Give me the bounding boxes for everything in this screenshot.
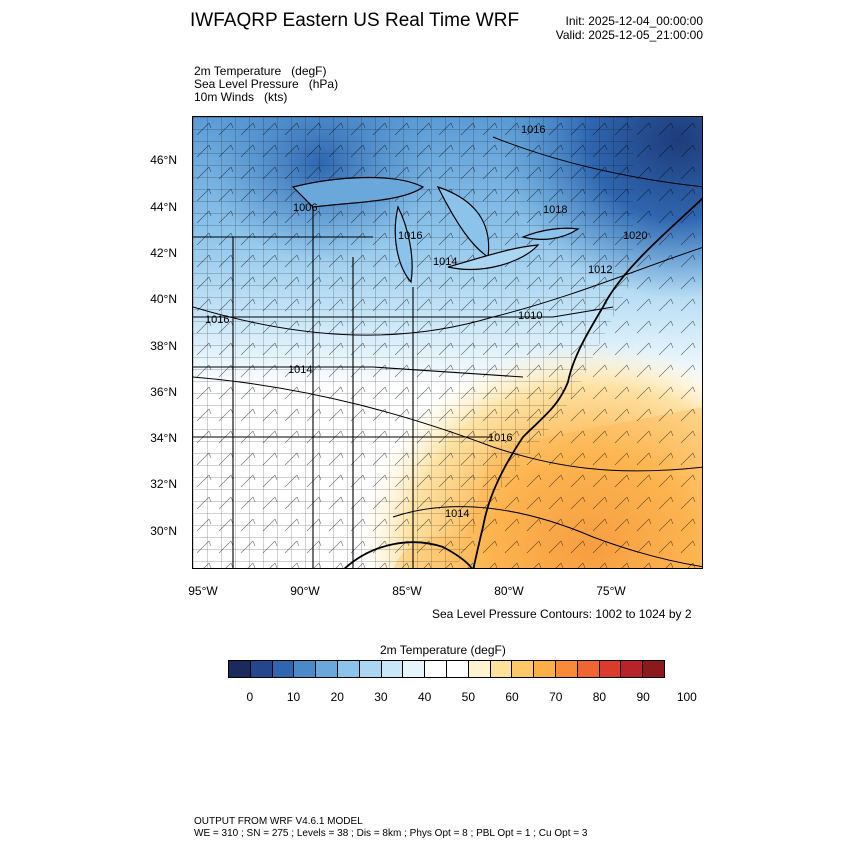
colorbar-label: 10 bbox=[286, 690, 301, 704]
colorbar-swatch bbox=[403, 661, 426, 677]
colorbar-swatch bbox=[512, 661, 535, 677]
colorbar-label: 20 bbox=[330, 690, 344, 704]
contour-note: Sea Level Pressure Contours: 1002 to 102… bbox=[432, 607, 692, 621]
pressure-label: 1014 bbox=[433, 256, 457, 268]
pressure-label: 1014 bbox=[288, 364, 312, 376]
colorbar-swatch bbox=[250, 661, 273, 677]
lat-label: 34°N bbox=[150, 431, 177, 445]
lat-label: 42°N bbox=[150, 246, 177, 260]
colorbar-label: 100 bbox=[676, 690, 697, 704]
colorbar-swatch bbox=[425, 661, 447, 677]
lat-label: 30°N bbox=[150, 524, 177, 538]
model-info-line1: OUTPUT FROM WRF V4.6.1 MODEL bbox=[194, 816, 363, 827]
colorbar-title: 2m Temperature (degF) bbox=[380, 643, 506, 657]
lon-label: 85°W bbox=[392, 584, 422, 598]
colorbar-swatch bbox=[599, 661, 622, 677]
colorbar-swatch bbox=[577, 661, 600, 677]
pressure-label: 1016 bbox=[488, 432, 512, 444]
weather-map: 1016 1006 1018 1016 1020 1014 1012 1010 … bbox=[192, 116, 703, 569]
colorbar-swatch bbox=[294, 661, 317, 677]
model-info-line2: WE = 310 ; SN = 275 ; Levels = 38 ; Dis … bbox=[194, 828, 588, 839]
colorbar-swatch bbox=[272, 661, 295, 677]
lon-label: 90°W bbox=[290, 584, 320, 598]
lat-label: 46°N bbox=[150, 153, 177, 167]
lat-label: 40°N bbox=[150, 292, 177, 306]
colorbar-swatch bbox=[643, 661, 664, 677]
pressure-label: 1016 bbox=[398, 230, 422, 242]
pressure-label: 1014 bbox=[445, 508, 469, 520]
pressure-label: 1016 bbox=[205, 314, 229, 326]
colorbar-label: 60 bbox=[505, 690, 519, 704]
colorbar-swatch bbox=[468, 661, 491, 677]
field-pressure: Sea Level Pressure (hPa) bbox=[194, 77, 339, 91]
lon-label: 95°W bbox=[188, 584, 218, 598]
pressure-label: 1010 bbox=[518, 310, 542, 322]
plot-title: IWFAQRP Eastern US Real Time WRF bbox=[190, 10, 520, 31]
colorbar-swatch bbox=[555, 661, 578, 677]
colorbar-label: 30 bbox=[374, 690, 388, 704]
colorbar-swatch bbox=[534, 661, 556, 677]
lat-label: 36°N bbox=[150, 385, 177, 399]
lat-label: 38°N bbox=[150, 339, 177, 353]
lat-label: 32°N bbox=[150, 477, 177, 491]
colorbar-swatch bbox=[381, 661, 404, 677]
colorbar-swatch bbox=[359, 661, 382, 677]
pressure-label: 1006 bbox=[293, 202, 317, 214]
colorbar-swatch bbox=[337, 661, 360, 677]
init-time: Init: 2025-12-04_00:00:00 bbox=[565, 14, 703, 28]
pressure-label: 1018 bbox=[543, 204, 567, 216]
colorbar-label: 80 bbox=[592, 690, 607, 704]
colorbar-swatch bbox=[316, 661, 338, 677]
colorbar bbox=[228, 660, 665, 678]
pressure-label: 1020 bbox=[623, 230, 647, 242]
colorbar-label: 40 bbox=[417, 690, 432, 704]
field-list: 2m Temperature (degF) Sea Level Pressure… bbox=[194, 65, 338, 104]
model-info: OUTPUT FROM WRF V4.6.1 MODEL WE = 310 ; … bbox=[194, 816, 587, 840]
pressure-label: 1012 bbox=[588, 264, 612, 276]
valid-time: Valid: 2025-12-05_21:00:00 bbox=[555, 28, 703, 42]
lon-label: 75°W bbox=[596, 584, 626, 598]
field-temperature: 2m Temperature (degF) bbox=[194, 64, 327, 78]
map-canvas: 1016 1006 1018 1016 1020 1014 1012 1010 … bbox=[193, 117, 702, 568]
colorbar-swatch bbox=[229, 661, 251, 677]
lon-label: 80°W bbox=[494, 584, 524, 598]
colorbar-label: 0 bbox=[246, 690, 254, 704]
colorbar-label: 50 bbox=[461, 690, 476, 704]
field-winds: 10m Winds (kts) bbox=[194, 90, 288, 104]
colorbar-label: 70 bbox=[549, 690, 563, 704]
run-times: Init: 2025-12-04_00:00:00 Valid: 2025-12… bbox=[556, 14, 703, 42]
colorbar-label: 90 bbox=[636, 690, 650, 704]
pressure-label: 1016 bbox=[521, 124, 545, 136]
colorbar-swatch bbox=[621, 661, 644, 677]
colorbar-swatch bbox=[490, 661, 513, 677]
colorbar-swatch bbox=[446, 661, 469, 677]
lat-label: 44°N bbox=[150, 200, 177, 214]
